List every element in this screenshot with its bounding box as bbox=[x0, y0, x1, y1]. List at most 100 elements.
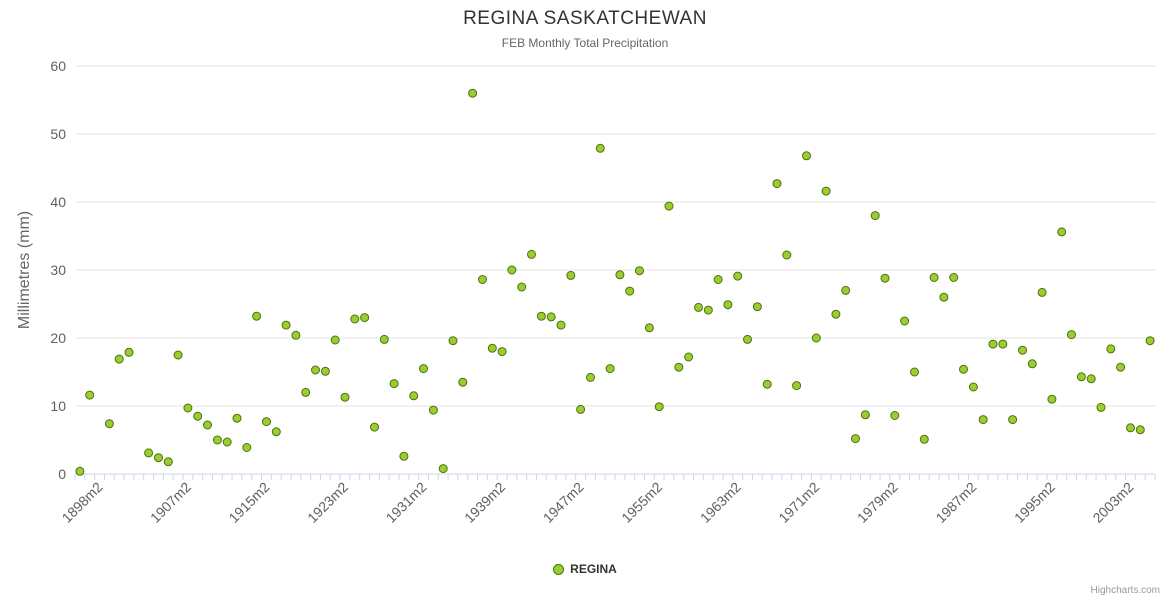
data-point[interactable] bbox=[399, 451, 409, 461]
data-point[interactable] bbox=[811, 333, 821, 343]
data-point[interactable] bbox=[860, 410, 870, 420]
legend-item-regina[interactable]: REGINA bbox=[0, 562, 1170, 576]
data-point[interactable] bbox=[919, 434, 929, 444]
data-point[interactable] bbox=[124, 347, 134, 357]
data-point[interactable] bbox=[782, 250, 792, 260]
data-point[interactable] bbox=[831, 309, 841, 319]
data-point[interactable] bbox=[350, 314, 360, 324]
data-point[interactable] bbox=[821, 186, 831, 196]
data-point[interactable] bbox=[586, 372, 595, 382]
data-point[interactable] bbox=[370, 422, 379, 432]
data-point[interactable] bbox=[664, 201, 674, 211]
data-point[interactable] bbox=[880, 273, 890, 283]
data-point[interactable] bbox=[841, 285, 851, 295]
data-point[interactable] bbox=[1145, 336, 1155, 346]
data-point[interactable] bbox=[644, 323, 654, 333]
data-point[interactable] bbox=[595, 143, 605, 153]
data-point[interactable] bbox=[959, 364, 968, 374]
data-point[interactable] bbox=[1135, 425, 1145, 435]
data-point[interactable] bbox=[1027, 359, 1037, 369]
data-point[interactable] bbox=[487, 343, 497, 353]
data-point[interactable] bbox=[1096, 402, 1106, 412]
data-point[interactable] bbox=[605, 364, 615, 374]
data-point[interactable] bbox=[576, 404, 586, 414]
data-point[interactable] bbox=[419, 364, 428, 374]
data-point[interactable] bbox=[978, 415, 988, 425]
data-point[interactable] bbox=[910, 367, 919, 377]
data-point[interactable] bbox=[448, 336, 458, 346]
data-point[interactable] bbox=[497, 347, 507, 357]
data-point[interactable] bbox=[929, 273, 939, 282]
data-point[interactable] bbox=[360, 313, 370, 323]
data-point[interactable] bbox=[703, 305, 713, 315]
data-point[interactable] bbox=[173, 350, 183, 360]
data-point[interactable] bbox=[949, 273, 959, 282]
data-point[interactable] bbox=[517, 282, 527, 292]
data-point[interactable] bbox=[527, 249, 536, 259]
data-point[interactable] bbox=[752, 302, 762, 312]
data-point[interactable] bbox=[556, 320, 566, 330]
data-point[interactable] bbox=[870, 211, 880, 221]
data-point[interactable] bbox=[379, 334, 389, 344]
data-point[interactable] bbox=[242, 443, 252, 452]
data-point[interactable] bbox=[291, 330, 301, 340]
data-point[interactable] bbox=[507, 265, 517, 275]
data-point[interactable] bbox=[320, 366, 330, 376]
data-point[interactable] bbox=[792, 381, 802, 391]
data-point[interactable] bbox=[144, 448, 154, 458]
data-point[interactable] bbox=[1057, 227, 1067, 237]
data-point[interactable] bbox=[340, 392, 350, 402]
data-point[interactable] bbox=[409, 391, 419, 401]
data-point[interactable] bbox=[212, 435, 222, 445]
data-point[interactable] bbox=[163, 457, 173, 467]
data-point[interactable] bbox=[85, 390, 95, 400]
data-point[interactable] bbox=[939, 292, 949, 302]
data-point[interactable] bbox=[1116, 362, 1126, 372]
data-point[interactable] bbox=[743, 334, 752, 344]
highcharts-credits-link[interactable]: Highcharts.com bbox=[1090, 585, 1160, 596]
data-point[interactable] bbox=[733, 271, 743, 281]
data-point[interactable] bbox=[674, 362, 684, 372]
data-point[interactable] bbox=[478, 275, 487, 284]
data-point[interactable] bbox=[851, 434, 860, 444]
data-point[interactable] bbox=[104, 419, 114, 429]
data-point[interactable] bbox=[203, 420, 212, 430]
data-point[interactable] bbox=[654, 402, 664, 412]
data-point[interactable] bbox=[968, 382, 978, 392]
data-point[interactable] bbox=[183, 403, 193, 413]
data-point[interactable] bbox=[114, 354, 124, 364]
data-point[interactable] bbox=[389, 379, 399, 389]
data-point[interactable] bbox=[772, 179, 782, 189]
data-point[interactable] bbox=[1126, 423, 1135, 433]
data-point[interactable] bbox=[998, 339, 1008, 349]
data-point[interactable] bbox=[546, 312, 556, 322]
data-point[interactable] bbox=[232, 413, 242, 423]
data-point[interactable] bbox=[330, 335, 340, 345]
data-point[interactable] bbox=[762, 379, 772, 389]
data-point[interactable] bbox=[566, 270, 576, 280]
data-point[interactable] bbox=[438, 464, 448, 474]
data-point[interactable] bbox=[536, 311, 546, 321]
data-point[interactable] bbox=[900, 316, 910, 326]
data-point[interactable] bbox=[1076, 372, 1086, 382]
data-point[interactable] bbox=[694, 302, 703, 312]
data-point[interactable] bbox=[1106, 344, 1116, 354]
data-point[interactable] bbox=[271, 427, 281, 437]
data-point[interactable] bbox=[468, 88, 478, 98]
data-point[interactable] bbox=[635, 266, 644, 276]
data-point[interactable] bbox=[1018, 345, 1027, 355]
data-point[interactable] bbox=[713, 275, 723, 284]
data-point[interactable] bbox=[311, 365, 320, 375]
data-point[interactable] bbox=[1047, 394, 1057, 404]
data-point[interactable] bbox=[890, 411, 900, 420]
data-point[interactable] bbox=[458, 377, 468, 387]
data-point[interactable] bbox=[1086, 374, 1096, 384]
data-point[interactable] bbox=[615, 270, 625, 280]
data-point[interactable] bbox=[1067, 330, 1076, 340]
data-point[interactable] bbox=[252, 311, 262, 321]
data-point[interactable] bbox=[428, 405, 438, 415]
data-point[interactable] bbox=[625, 286, 635, 296]
data-point[interactable] bbox=[281, 320, 291, 330]
data-point[interactable] bbox=[1037, 287, 1047, 297]
data-point[interactable] bbox=[75, 466, 85, 476]
